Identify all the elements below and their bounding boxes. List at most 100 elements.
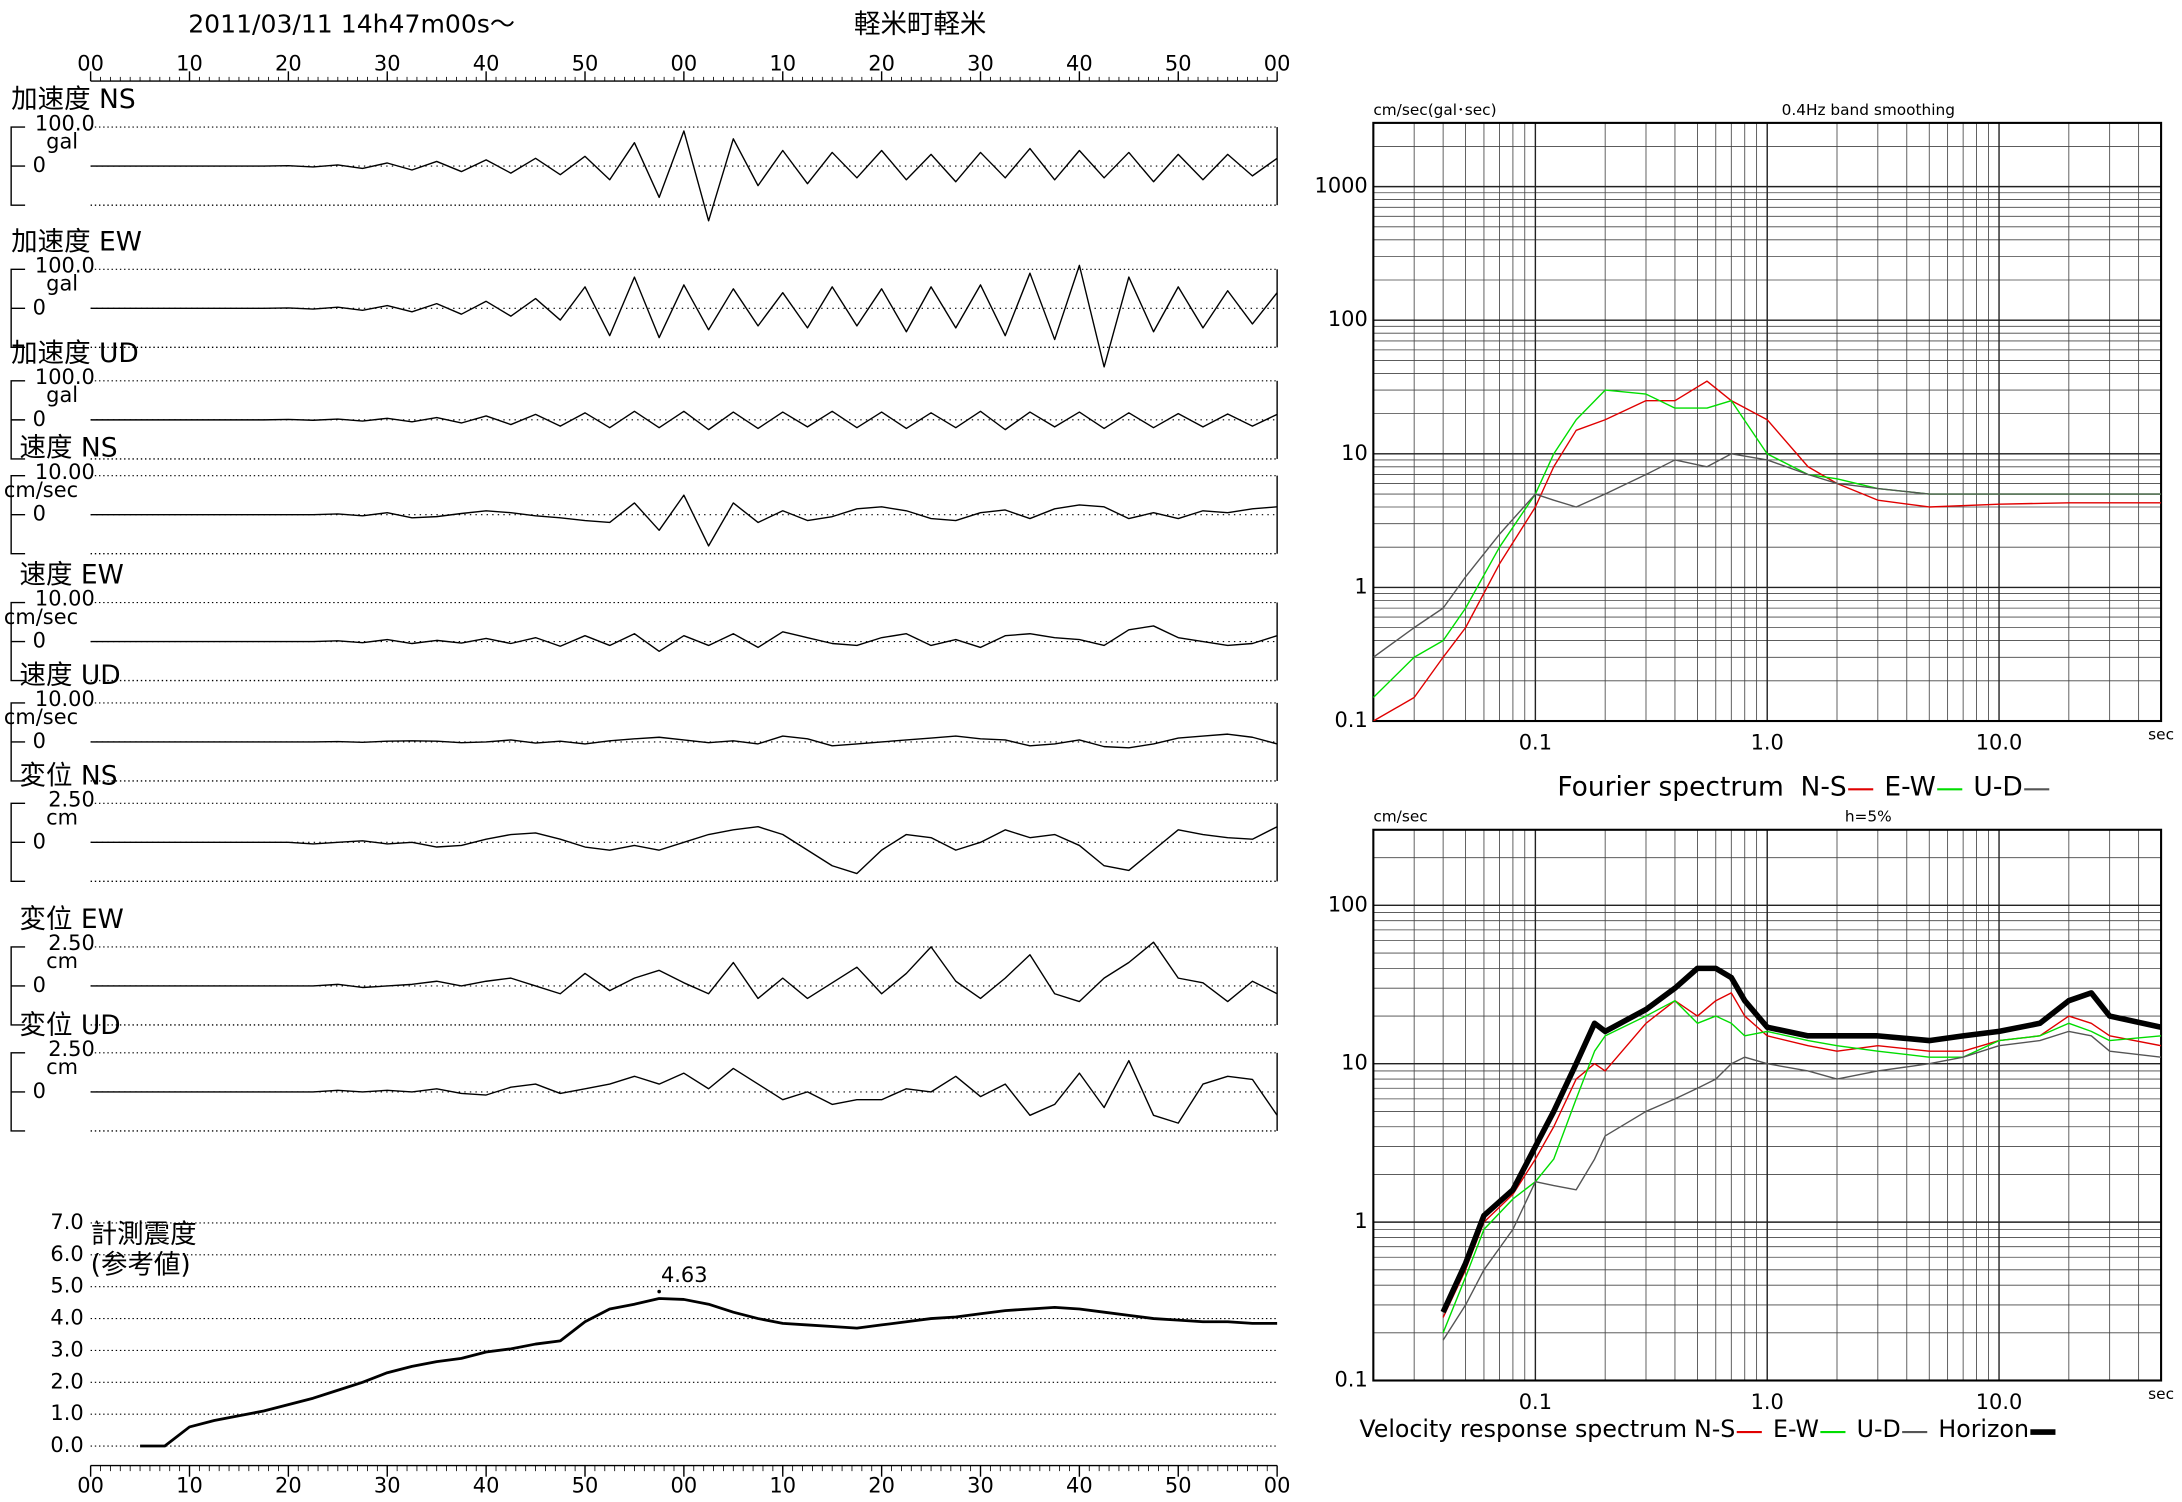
legend-label: U-D (1857, 1415, 1901, 1443)
trace (1442, 999, 2162, 1334)
scale-bracket (10, 126, 26, 206)
y-tick-label: 6.0 (50, 1242, 83, 1266)
panel-label: 加速度 EW (11, 226, 142, 257)
x-tick-label: 20 (275, 1473, 302, 1497)
y-tick-label: 10 (1341, 441, 1368, 465)
trace (90, 264, 1278, 368)
x-tick-label: 10 (176, 1473, 203, 1497)
y-tick-label: 100 (1328, 892, 1368, 916)
panel-label: 加速度 NS (11, 84, 136, 115)
unit-label: cm (46, 806, 78, 830)
legend-label: Horizon (1938, 1415, 2029, 1443)
caption: Velocity response spectrum (1359, 1415, 1687, 1443)
y-tick-label: 0 (33, 502, 46, 526)
scale-bracket (10, 474, 26, 555)
trace (1373, 380, 2162, 722)
y-tick-label: 0.0 (50, 1433, 83, 1457)
panel-label: 速度 UD (20, 660, 121, 691)
unit-label: cm (46, 1055, 78, 1079)
y-tick-label: 10.00 (35, 587, 95, 611)
y-tick-label: 5.0 (50, 1274, 83, 1298)
x-tick-label: 1.0 (1751, 1390, 1784, 1414)
station-name: 軽米町軽米 (854, 9, 986, 40)
x-tick-label: 50 (572, 51, 599, 75)
y-tick-label: 10 (1341, 1051, 1368, 1075)
x-tick-label: 30 (967, 1473, 994, 1497)
unit-label: cm/sec (4, 478, 78, 502)
x-tick-label: 50 (1165, 1473, 1192, 1497)
trace (90, 826, 1278, 875)
x-tick-label: 40 (1066, 1473, 1093, 1497)
legend-label: U-D (1973, 771, 2022, 802)
y-tick-label: 4.0 (50, 1306, 83, 1330)
panel-label: 速度 NS (20, 433, 118, 464)
trace (90, 625, 1278, 653)
y-tick-label: 0 (33, 1079, 46, 1103)
panel-label: 変位 NS (20, 760, 118, 791)
y-tick-label: 100.0 (35, 365, 95, 389)
x-tick-label: 20 (868, 51, 895, 75)
y-tick-label: 0 (33, 729, 46, 753)
y-tick-label: 0 (33, 629, 46, 653)
x-tick-label: 00 (671, 51, 698, 75)
unit-label: cm (46, 949, 78, 973)
x-tick-label: 30 (967, 51, 994, 75)
trace (1373, 453, 2162, 658)
unit-label: gal (46, 272, 78, 296)
scale-bracket (10, 601, 26, 682)
y-tick-label: 0.1 (1335, 1368, 1368, 1392)
y-tick-label: 2.50 (48, 787, 95, 811)
trace (90, 941, 1278, 1003)
y-tick-label: 1 (1354, 574, 1367, 598)
y-tick-label: 100 (1328, 307, 1368, 331)
unit-label: cm/sec (4, 705, 78, 729)
annotation-dot (657, 1289, 661, 1294)
trace (1442, 1030, 2162, 1341)
y-tick-label: 100.0 (35, 111, 95, 135)
x-tick-label: 10 (176, 51, 203, 75)
panel-label: 速度 EW (20, 560, 124, 591)
trace (90, 410, 1278, 431)
trace (1440, 965, 2162, 1314)
scale-bracket (10, 946, 26, 1026)
x-tick-label: 20 (275, 51, 302, 75)
x-tick-label: 0.1 (1519, 1390, 1552, 1414)
x-tick-label: 10.0 (1976, 1390, 2023, 1414)
y-tick-label: 0 (33, 829, 46, 853)
annotation: 4.63 (661, 1263, 708, 1287)
x-tick-label: 40 (1066, 51, 1093, 75)
record-date: 2011/03/11 14h47m00s～ (188, 9, 515, 38)
unit-label: gal (46, 383, 78, 407)
legend-label: N-S (1801, 771, 1847, 802)
x-tick-label: 40 (473, 51, 500, 75)
x-tick-label: 00 (77, 1473, 104, 1497)
unit-label: cm/sec (4, 605, 78, 629)
chart-subtitle: (参考値) (91, 1250, 191, 1281)
panel-label: 加速度 UD (11, 338, 139, 369)
trace (90, 1059, 1278, 1124)
trace (90, 733, 1278, 749)
x-tick-label: 40 (473, 1473, 500, 1497)
scale-bracket (10, 380, 26, 460)
x-tick-label: 10 (769, 51, 796, 75)
scale-bracket (10, 268, 26, 349)
panel-label: 変位 UD (20, 1010, 121, 1041)
x-tick-label: 50 (572, 1473, 599, 1497)
y-unit: cm/sec (1373, 808, 1427, 826)
y-tick-label: 0 (33, 153, 46, 177)
x-tick-label: 10.0 (1976, 730, 2023, 754)
y-tick-label: 2.50 (48, 1037, 95, 1061)
x-unit: sec (2148, 725, 2174, 743)
scale-bracket (10, 702, 26, 782)
y-unit: cm/sec(gal･sec) (1373, 101, 1496, 119)
legend-label: E-W (1884, 771, 1935, 802)
x-tick-label: 20 (868, 1473, 895, 1497)
y-tick-label: 1.0 (50, 1401, 83, 1425)
x-tick-label: 10 (769, 1473, 796, 1497)
x-tick-label: 00 (77, 51, 104, 75)
y-tick-label: 10.00 (35, 687, 95, 711)
trace (140, 1297, 1278, 1448)
unit-label: gal (46, 129, 78, 153)
